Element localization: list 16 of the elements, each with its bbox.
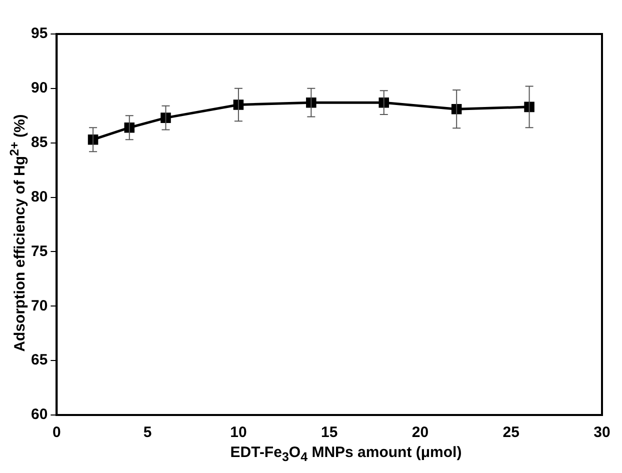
y-tick-label: 60 xyxy=(30,406,48,424)
y-tick-label: 65 xyxy=(30,352,48,369)
y-tick-label: 90 xyxy=(30,80,48,97)
y-tick-label: 75 xyxy=(30,242,48,260)
y-tick-label: 80 xyxy=(30,188,48,206)
x-tick-label: 0 xyxy=(52,424,61,442)
x-tick-label: 5 xyxy=(143,424,152,442)
x-axis-title: EDT-Fe$_{3}$O$_{4}$ MNPs amount (μmol) xyxy=(229,444,463,464)
y-tick-label: 70 xyxy=(30,297,48,314)
x-tick-label: 20 xyxy=(412,424,429,442)
y-tick-label: 85 xyxy=(30,134,48,151)
x-tick-label: 15 xyxy=(321,424,338,442)
x-tick-label: 10 xyxy=(230,424,247,442)
x-tick-label: 25 xyxy=(502,424,520,442)
y-tick-label: 95 xyxy=(30,25,48,42)
x-tick-label: 30 xyxy=(594,424,610,442)
